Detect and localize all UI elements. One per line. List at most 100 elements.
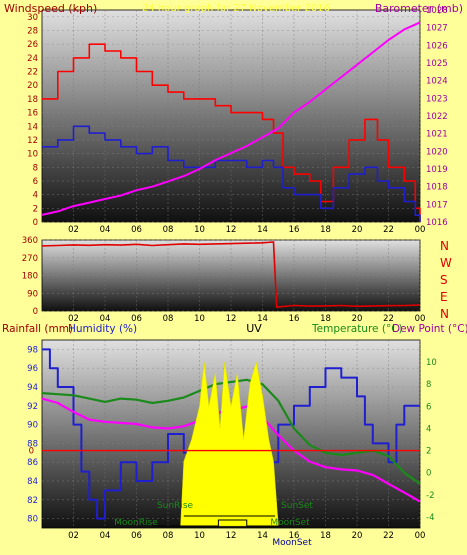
x-tick-label: 14: [257, 314, 268, 324]
y-tick-label-right: 1026: [426, 41, 448, 51]
x-tick-label: 22: [383, 531, 394, 541]
x-tick-label: 00: [415, 314, 426, 324]
y-tick-label-left: 30: [27, 13, 38, 23]
y-tick-label-left: 28: [27, 27, 38, 37]
y-tick-label-left: 14: [27, 122, 38, 132]
y-tick-label-left: 0: [33, 307, 38, 317]
y-tick-label-left: 86: [27, 458, 38, 468]
y-tick-label-right: 1025: [426, 59, 448, 69]
y-tick-label-left: 90: [27, 289, 38, 299]
y-tick-label-left: 20: [27, 81, 38, 91]
y-tick-label-left: 180: [22, 272, 38, 282]
x-tick-label: 12: [226, 314, 237, 324]
direction-label-n-top: N: [440, 239, 449, 253]
y-tick-label-right: 1023: [426, 94, 448, 104]
y-tick-label-right: 1021: [426, 130, 448, 140]
y-tick-label-right: 0: [426, 469, 431, 479]
y-tick-label-left: 88: [27, 439, 38, 449]
direction-label-s: S: [440, 273, 448, 287]
y-tick-label-right: 10: [426, 358, 437, 368]
uv-series: [180, 362, 279, 527]
barometer-series: [41, 21, 421, 216]
x-tick-label: 18: [320, 531, 331, 541]
y-tick-label-right: 1020: [426, 147, 448, 157]
x-tick-label: 16: [289, 531, 300, 541]
x-tick-label: 00: [415, 531, 426, 541]
rain-tick-label: 0: [29, 447, 34, 457]
x-tick-label: 02: [68, 531, 79, 541]
direction-label-n-bottom: N: [440, 307, 449, 321]
x-tick-label: 14: [257, 225, 268, 235]
moonset-x-label: MoonSet: [272, 538, 312, 548]
y-tick-label-left: 90: [27, 421, 38, 431]
y-tick-label-left: 92: [27, 402, 38, 412]
wind-direction-series: [41, 241, 421, 308]
dewpoint-axis-title: Dew Point (°C): [392, 323, 467, 335]
y-tick-label-left: 16: [27, 109, 38, 119]
x-tick-label: 18: [320, 225, 331, 235]
x-tick-label: 06: [131, 314, 142, 324]
y-tick-label-left: 6: [33, 177, 38, 187]
moon-marker: [152, 519, 282, 527]
y-tick-label-right: 6: [426, 402, 431, 412]
x-tick-label: 16: [289, 314, 300, 324]
x-tick-label: 08: [163, 314, 174, 324]
y-tick-label-left: 18: [27, 95, 38, 105]
temperature-series: [41, 378, 421, 485]
x-tick-label: 02: [68, 314, 79, 324]
x-tick-label: 20: [352, 531, 363, 541]
windspeed-series: [42, 43, 421, 222]
y-tick-label-left: 84: [27, 477, 38, 487]
y-tick-label-right: 1019: [426, 165, 448, 175]
y-tick-label-left: 2: [33, 204, 38, 214]
y-tick-label-left: 270: [22, 254, 38, 264]
y-tick-label-left: 4: [33, 191, 38, 201]
x-tick-label: 02: [68, 225, 79, 235]
y-tick-label-left: 82: [27, 496, 38, 506]
x-tick-label: 04: [100, 225, 111, 235]
temperature-axis-title: Temperature (°C): [311, 323, 403, 335]
x-tick-label: 14: [257, 531, 268, 541]
x-tick-label: 20: [352, 314, 363, 324]
rainfall-axis-title: Rainfall (mm): [2, 323, 73, 335]
direction-label-e: E: [440, 290, 448, 304]
uv-axis-title: UV: [246, 322, 262, 335]
x-tick-label: 16: [289, 225, 300, 235]
windspeed-axis-title: Windspeed (kph): [4, 2, 97, 15]
moonset-label: MoonSet: [270, 518, 310, 528]
x-tick-label: 22: [383, 225, 394, 235]
average-windspeed-series: [42, 125, 421, 222]
y-tick-label-right: 4: [426, 424, 431, 434]
y-tick-label-left: 12: [27, 136, 38, 146]
x-tick-label: 10: [194, 225, 205, 235]
y-tick-label-left: 24: [27, 54, 38, 64]
y-tick-label-right: 8: [426, 380, 431, 390]
x-tick-label: 10: [194, 531, 205, 541]
moonrise-label: MoonRise: [114, 518, 158, 528]
y-tick-label-right: 1016: [426, 218, 448, 228]
y-tick-label-left: 360: [22, 236, 38, 246]
graph-date-title: 24 hour graph for 27 November 2016: [142, 3, 330, 14]
y-tick-label-right: 1022: [426, 112, 448, 122]
y-tick-label-left: 96: [27, 364, 38, 374]
y-tick-label-left: 80: [27, 515, 38, 525]
x-tick-label: 08: [163, 531, 174, 541]
direction-label-w: W: [440, 256, 452, 270]
x-tick-label: 04: [100, 314, 111, 324]
x-tick-label: 12: [226, 531, 237, 541]
y-tick-label-left: 26: [27, 40, 38, 50]
y-tick-label-left: 10: [27, 150, 38, 160]
y-tick-label-left: 98: [27, 345, 38, 355]
x-tick-label: 18: [320, 314, 331, 324]
sunset-label: SunSet: [281, 501, 313, 511]
y-tick-label-right: 1027: [426, 24, 448, 34]
y-tick-label-right: 2: [426, 447, 431, 457]
x-tick-label: 06: [131, 531, 142, 541]
y-tick-label-right: 1018: [426, 183, 448, 193]
y-tick-label-right: 1028: [426, 6, 448, 16]
x-tick-label: 20: [352, 225, 363, 235]
y-tick-label-right: 1017: [426, 200, 448, 210]
y-tick-label-left: 22: [27, 68, 38, 78]
x-tick-label: 10: [194, 314, 205, 324]
